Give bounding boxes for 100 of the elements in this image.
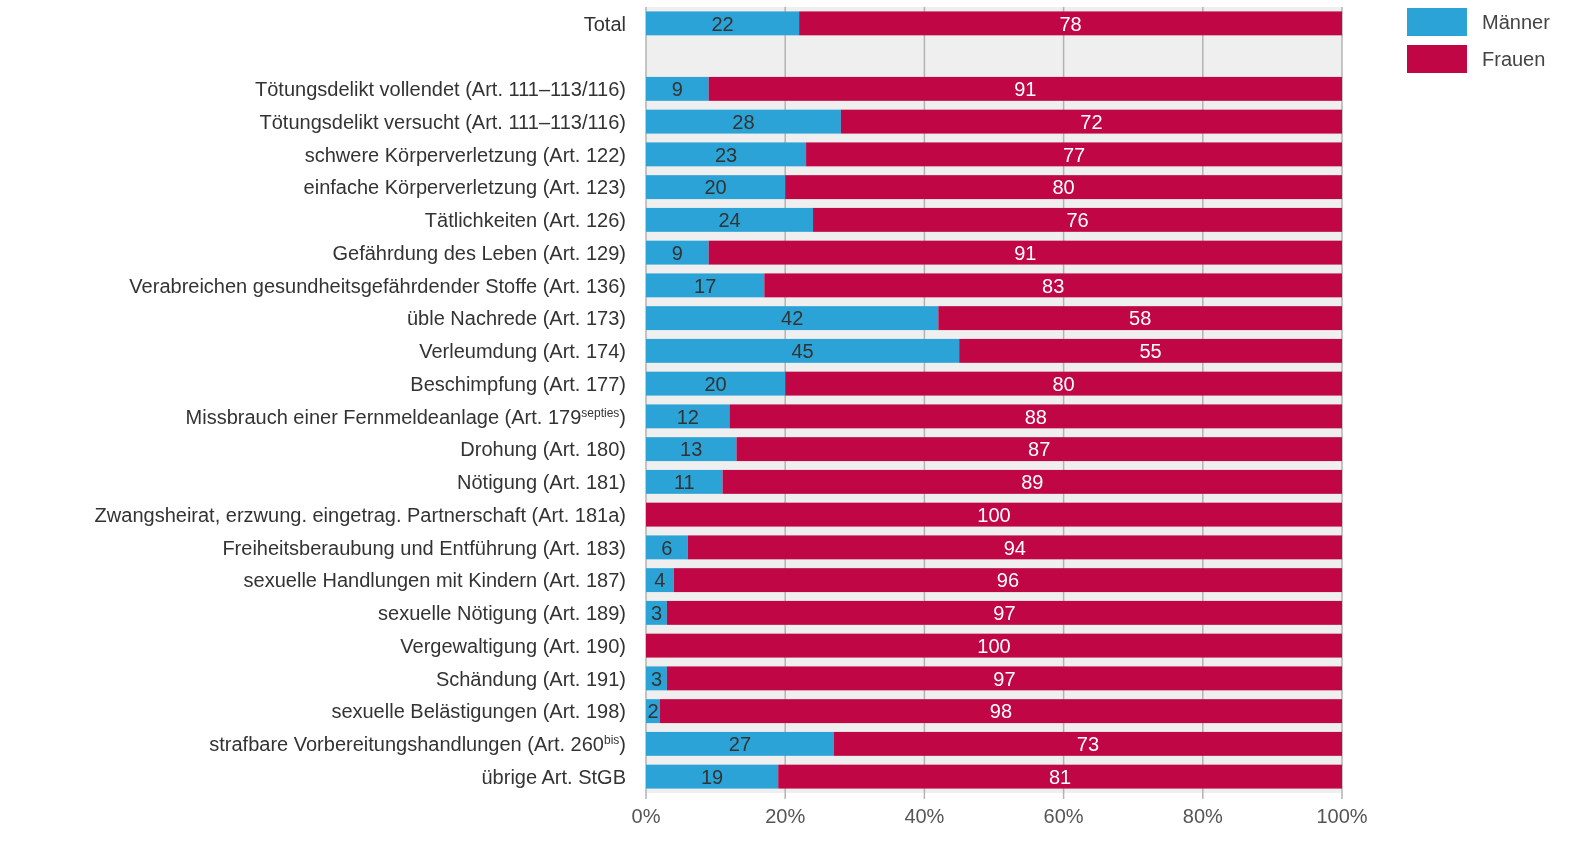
y-tick-label: Schändung (Art. 191) <box>435 667 626 690</box>
bar <box>646 502 1342 527</box>
data-label: 4 <box>654 569 666 592</box>
bar <box>959 338 1342 363</box>
y-tick-label: schwere Körperverletzung (Art. 122) <box>304 143 626 166</box>
y-tick-label: Tätlichkeiten (Art. 126) <box>424 209 626 232</box>
data-label: 3 <box>650 667 662 690</box>
bar <box>806 142 1342 167</box>
bar <box>646 568 674 593</box>
y-tick-label: sexuelle Nötigung (Art. 189) <box>378 602 626 625</box>
bar <box>722 469 1342 494</box>
bar <box>673 568 1342 593</box>
bar <box>666 600 1342 625</box>
bar <box>646 469 723 494</box>
data-label: 97 <box>993 602 1016 625</box>
x-tick-label: 100% <box>1316 805 1368 827</box>
data-label: 27 <box>728 733 752 756</box>
data-label: 80 <box>1052 372 1075 395</box>
bar <box>646 764 779 789</box>
data-label: 9 <box>671 78 683 101</box>
bar <box>646 437 737 462</box>
bar <box>666 666 1342 691</box>
data-label: 91 <box>1014 78 1037 101</box>
data-label: 87 <box>1028 438 1051 461</box>
data-label: 91 <box>1014 241 1037 264</box>
data-label: 94 <box>1003 536 1027 559</box>
bar <box>646 11 800 36</box>
bar <box>785 371 1342 396</box>
data-label: 17 <box>694 274 717 297</box>
data-label: 45 <box>791 340 814 363</box>
bar <box>646 731 834 756</box>
bar <box>646 273 765 298</box>
data-label: 97 <box>993 667 1016 690</box>
data-label: 88 <box>1024 405 1047 428</box>
y-tick-label: Drohung (Art. 180) <box>460 438 626 461</box>
data-label: 11 <box>673 471 695 494</box>
x-tick-label: 0% <box>631 805 661 827</box>
bar <box>938 306 1342 331</box>
bar <box>840 109 1342 134</box>
bar <box>646 142 807 167</box>
data-label: 72 <box>1080 110 1103 133</box>
bar <box>659 699 1342 724</box>
data-label: 89 <box>1021 471 1044 494</box>
data-label: 73 <box>1076 733 1100 756</box>
x-tick-label: 80% <box>1182 805 1224 827</box>
bar <box>646 371 786 396</box>
y-tick-label: Beschimpfung (Art. 177) <box>410 372 626 395</box>
bar <box>646 207 814 232</box>
data-label: 78 <box>1059 12 1082 35</box>
y-tick-label: Gefährdung des Leben (Art. 129) <box>332 241 626 264</box>
x-tick-label: 40% <box>904 805 945 827</box>
x-tick-label: 60% <box>1043 805 1084 827</box>
data-label: 42 <box>781 307 804 330</box>
data-label: 81 <box>1048 765 1072 788</box>
y-tick-label: sexuelle Belästigungen (Art. 198) <box>331 700 626 723</box>
y-tick-label: Verleumdung (Art. 174) <box>419 340 626 363</box>
data-label: 80 <box>1052 176 1075 199</box>
data-label: 24 <box>718 209 741 232</box>
data-label: 100 <box>977 503 1011 526</box>
bar <box>708 76 1342 101</box>
y-tick-label: Missbrauch einer Fernmeldeanlage (Art. 179$^{septies}$) <box>185 405 626 428</box>
bar <box>687 535 1342 560</box>
y-tick-label: Freiheitsberaubung und Entführung (Art. 183) <box>222 536 626 559</box>
data-label: 83 <box>1042 274 1065 297</box>
y-tick-label: Zwangsheirat, erzwung. eingetrag. Partnerschaft (Art. 181a) <box>94 503 626 526</box>
bar <box>833 731 1342 756</box>
data-label: 23 <box>714 143 738 166</box>
bar <box>736 437 1342 462</box>
y-tick-label: Tötungsdelikt vollendet (Art. 111–113/116) <box>255 78 626 101</box>
bar <box>646 535 688 560</box>
bar <box>646 240 709 265</box>
data-label: 100 <box>977 634 1011 657</box>
y-tick-label: Tötungsdelikt versucht (Art. 111–113/116) <box>259 110 626 133</box>
bar <box>646 109 841 134</box>
y-tick-label: einfache Körperverletzung (Art. 123) <box>303 176 626 199</box>
x-tick-label: 20% <box>765 805 806 827</box>
data-label: 3 <box>650 602 662 625</box>
bar <box>646 175 786 200</box>
bar <box>785 175 1342 200</box>
bar <box>646 633 1342 658</box>
y-tick-label: üble Nachrede (Art. 173) <box>406 307 626 330</box>
legend-label: Männer <box>1482 11 1551 34</box>
data-label: 96 <box>996 569 1020 592</box>
bar <box>813 207 1342 232</box>
data-label: 22 <box>711 12 734 35</box>
bar <box>646 76 709 101</box>
y-tick-label: sexuelle Handlungen mit Kindern (Art. 187) <box>243 569 626 592</box>
data-label: 20 <box>704 176 727 199</box>
data-label: 76 <box>1066 209 1089 232</box>
y-tick-label: Total <box>583 12 626 35</box>
bar <box>799 11 1342 36</box>
y-tick-label: Vergewaltigung (Art. 190) <box>400 634 626 657</box>
data-label: 58 <box>1129 307 1152 330</box>
data-label: 6 <box>661 536 673 559</box>
data-label: 2 <box>647 700 659 723</box>
bar <box>764 273 1342 298</box>
bar <box>729 404 1342 429</box>
y-tick-label: strafbare Vorbereitungshandlungen (Art. 260$^{bis}$) <box>209 733 626 756</box>
y-tick-label: Verabreichen gesundheitsgefährdender Stoffe (Art. 136) <box>129 274 626 297</box>
data-label: 13 <box>680 438 703 461</box>
